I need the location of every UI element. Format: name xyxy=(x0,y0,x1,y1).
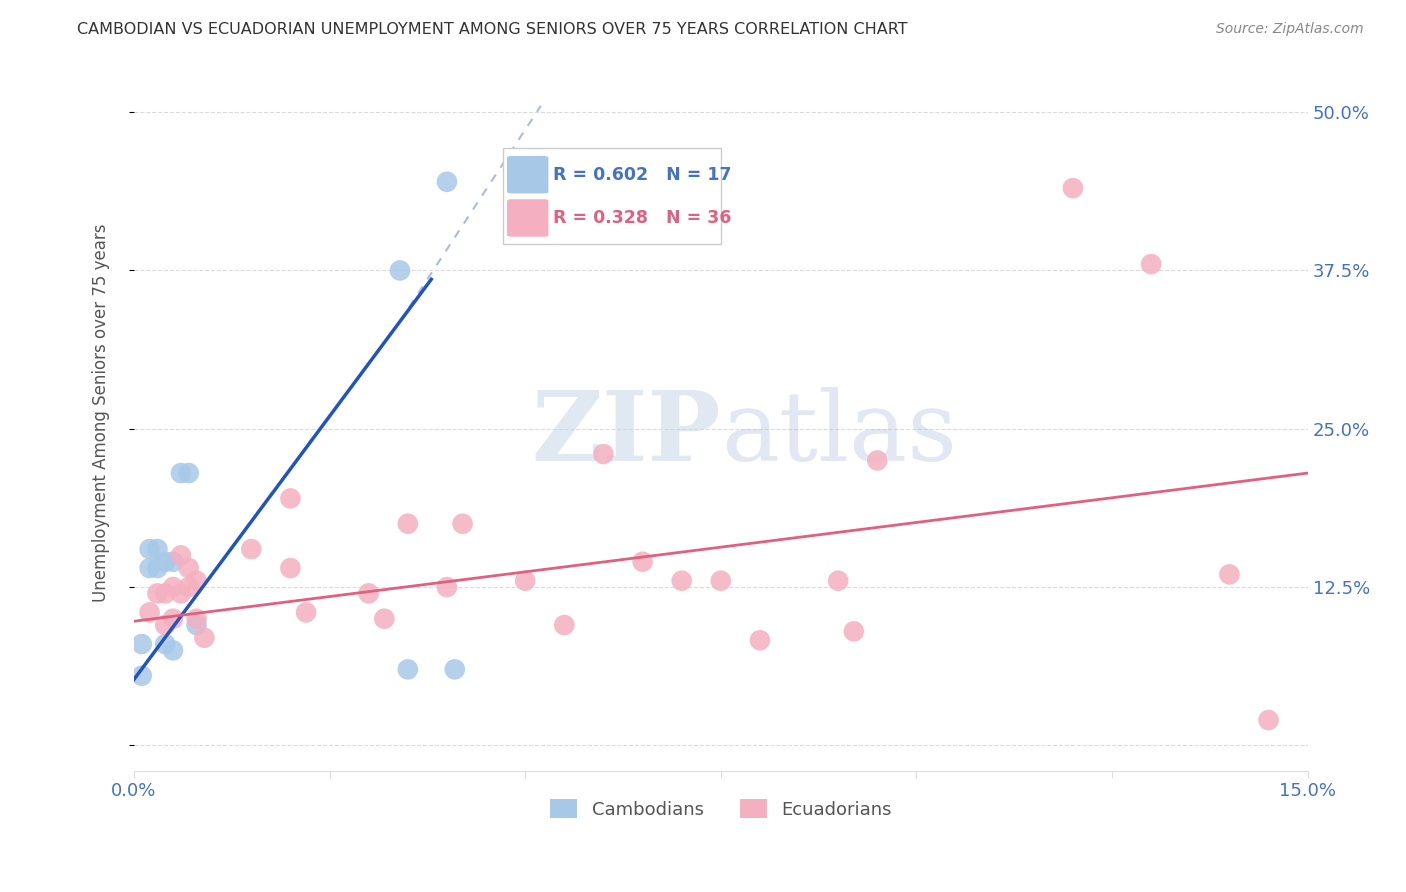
Point xyxy=(373,612,395,626)
Point xyxy=(177,580,200,594)
FancyBboxPatch shape xyxy=(508,156,548,194)
Point xyxy=(396,662,419,676)
Point xyxy=(146,542,169,557)
Point xyxy=(146,561,169,575)
Point xyxy=(842,624,865,639)
Point xyxy=(162,555,184,569)
Point xyxy=(451,516,474,531)
Point xyxy=(193,631,215,645)
Point xyxy=(186,574,208,588)
Legend: Cambodians, Ecuadorians: Cambodians, Ecuadorians xyxy=(543,792,898,826)
Point xyxy=(866,453,889,467)
Point xyxy=(138,606,160,620)
FancyBboxPatch shape xyxy=(508,199,548,236)
Point xyxy=(1218,567,1240,582)
Text: ZIP: ZIP xyxy=(531,387,721,482)
Point xyxy=(146,586,169,600)
Text: Source: ZipAtlas.com: Source: ZipAtlas.com xyxy=(1216,22,1364,37)
Point xyxy=(436,580,458,594)
Point xyxy=(710,574,733,588)
Point xyxy=(155,586,177,600)
Point xyxy=(138,561,160,575)
Point xyxy=(280,561,302,575)
Point xyxy=(553,618,575,632)
Point xyxy=(1062,181,1084,195)
Point xyxy=(396,516,419,531)
Point xyxy=(170,466,193,480)
Point xyxy=(671,574,693,588)
Point xyxy=(162,580,184,594)
Point xyxy=(162,643,184,657)
Text: R = 0.328   N = 36: R = 0.328 N = 36 xyxy=(553,209,731,227)
Point xyxy=(170,549,193,563)
Text: R = 0.602   N = 17: R = 0.602 N = 17 xyxy=(553,166,731,184)
Point xyxy=(515,574,537,588)
Point xyxy=(388,263,411,277)
Point xyxy=(748,633,770,648)
FancyBboxPatch shape xyxy=(503,148,720,244)
Point xyxy=(138,542,160,557)
Point xyxy=(827,574,849,588)
Point xyxy=(177,561,200,575)
Point xyxy=(155,555,177,569)
Point xyxy=(186,612,208,626)
Point xyxy=(1257,713,1279,727)
Point xyxy=(186,618,208,632)
Point xyxy=(443,662,465,676)
Point xyxy=(631,555,654,569)
Point xyxy=(280,491,302,506)
Point xyxy=(295,606,318,620)
Point xyxy=(131,637,153,651)
Point xyxy=(162,612,184,626)
Point xyxy=(131,669,153,683)
Text: CAMBODIAN VS ECUADORIAN UNEMPLOYMENT AMONG SENIORS OVER 75 YEARS CORRELATION CHA: CAMBODIAN VS ECUADORIAN UNEMPLOYMENT AMO… xyxy=(77,22,908,37)
Point xyxy=(155,618,177,632)
Point xyxy=(592,447,614,461)
Point xyxy=(357,586,380,600)
Point xyxy=(155,637,177,651)
Text: atlas: atlas xyxy=(721,387,957,482)
Point xyxy=(177,466,200,480)
Point xyxy=(240,542,263,557)
Point xyxy=(1140,257,1163,271)
Point xyxy=(170,586,193,600)
Y-axis label: Unemployment Among Seniors over 75 years: Unemployment Among Seniors over 75 years xyxy=(93,224,110,602)
Point xyxy=(436,175,458,189)
